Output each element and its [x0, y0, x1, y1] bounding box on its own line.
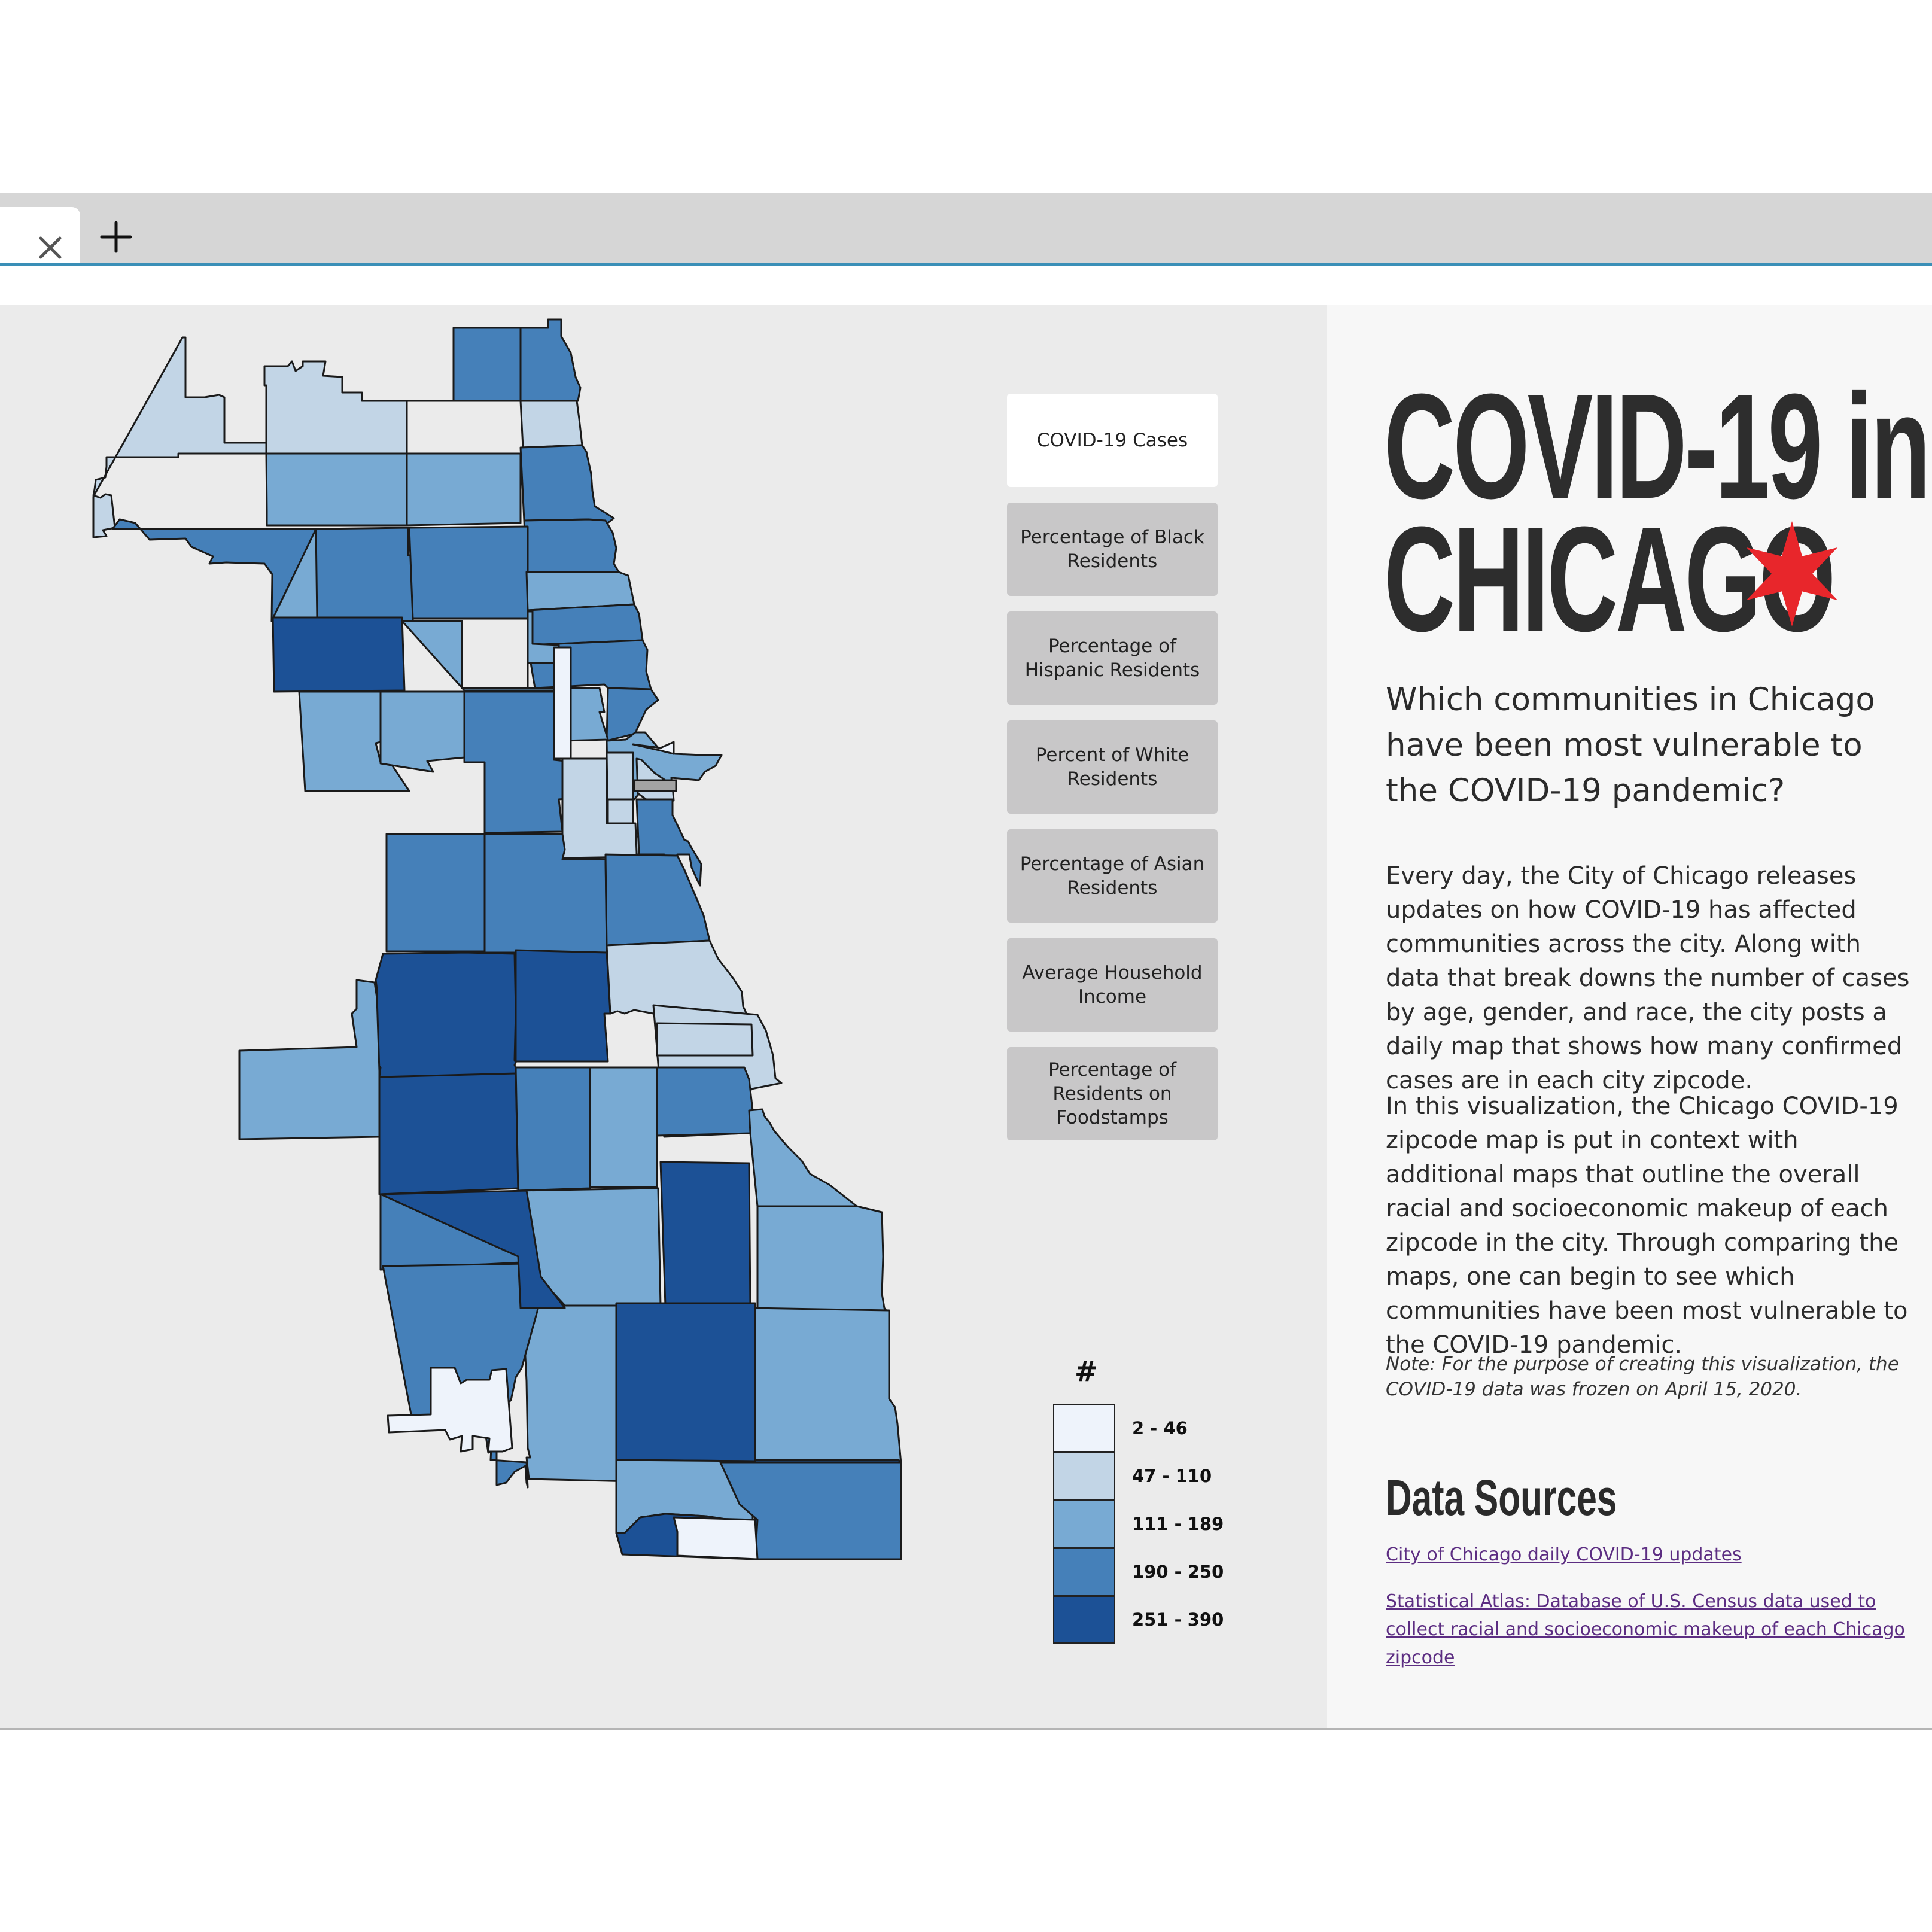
zipcode-area[interactable]: [756, 1205, 890, 1315]
zipcode-area[interactable]: [632, 741, 675, 755]
zipcode-area[interactable]: [659, 1161, 751, 1309]
zipcode-area[interactable]: [515, 949, 611, 1063]
page-title: COVID-19 in CHICAGO: [1384, 372, 1931, 654]
zipcode-area[interactable]: [553, 646, 572, 760]
zipcode-area[interactable]: [656, 1066, 754, 1137]
zipcode-area[interactable]: [519, 444, 615, 528]
page-viewport: COVID-19 Cases Percentage of Black Resid…: [0, 305, 1932, 1730]
source-link-city-of-chicago[interactable]: City of Chicago daily COVID-19 updates: [1386, 1544, 1742, 1565]
zipcode-area[interactable]: [263, 360, 408, 455]
zipcode-area[interactable]: [519, 400, 583, 449]
zipcode-area[interactable]: [561, 757, 638, 859]
zipcode-area-no-data[interactable]: [633, 779, 677, 792]
map-legend: # 2 - 46 47 - 110 111 - 189 190 - 250 25…: [1041, 1355, 1239, 1666]
zipcode-area[interactable]: [382, 1262, 540, 1489]
browser-tab-strip: [0, 193, 1932, 266]
layer-button-hispanic-residents[interactable]: Percentage of Hispanic Residents: [1007, 611, 1218, 705]
zipcode-area[interactable]: [265, 452, 408, 527]
zipcode-area[interactable]: [379, 1189, 566, 1309]
layer-button-asian-residents[interactable]: Percentage of Asian Residents: [1007, 829, 1218, 923]
chicago-star-icon: [1746, 521, 1838, 626]
zipcode-area[interactable]: [483, 833, 608, 954]
zipcode-area[interactable]: [525, 571, 635, 611]
title-line-1: COVID-19 in: [1384, 363, 1931, 530]
layer-button-household-income[interactable]: Average Household Income: [1007, 938, 1218, 1032]
zipcode-area[interactable]: [673, 1516, 759, 1560]
legend-label-1: 2 - 46: [1132, 1418, 1188, 1438]
zipcode-area[interactable]: [606, 687, 659, 742]
zipcode-area[interactable]: [408, 525, 529, 620]
layer-button-covid-cases[interactable]: COVID-19 Cases: [1007, 394, 1218, 487]
legend-label-4: 190 - 250: [1132, 1562, 1224, 1582]
zipcode-area[interactable]: [523, 518, 620, 573]
browser-tab[interactable]: [0, 207, 80, 263]
data-note: Note: For the purpose of creating this v…: [1386, 1353, 1899, 1400]
zipcode-area[interactable]: [656, 1022, 754, 1057]
method-paragraph: In this visualization, the Chicago COVID…: [1386, 1093, 1908, 1359]
zipcode-area[interactable]: [750, 1307, 902, 1465]
zipcode-area[interactable]: [367, 951, 517, 1078]
zipcode-area[interactable]: [615, 1302, 756, 1462]
legend-title: #: [1075, 1355, 1098, 1388]
zipcode-area[interactable]: [387, 1367, 513, 1453]
zipcode-area[interactable]: [748, 1108, 858, 1207]
data-sources-heading: Data Sources: [1386, 1469, 1617, 1526]
legend-label-3: 111 - 189: [1132, 1514, 1224, 1534]
legend-swatch-5: [1053, 1596, 1115, 1644]
title-line-2: CHICAGO: [1384, 495, 1836, 662]
zipcode-area[interactable]: [385, 833, 486, 953]
plus-icon[interactable]: [98, 219, 134, 255]
legend-swatch-1: [1053, 1404, 1115, 1452]
zipcode-area[interactable]: [463, 690, 572, 834]
zipcode-area[interactable]: [406, 327, 522, 402]
subtitle: Which communities in Chicago have been m…: [1386, 681, 1875, 809]
legend-swatch-3: [1053, 1500, 1115, 1548]
map-panel: COVID-19 Cases Percentage of Black Resid…: [0, 305, 1327, 1728]
zipcode-area[interactable]: [238, 979, 381, 1140]
legend-label-5: 251 - 390: [1132, 1610, 1224, 1630]
source-link-statistical-atlas[interactable]: Statistical Atlas: Database of U.S. Cens…: [1386, 1591, 1905, 1668]
layer-button-foodstamps[interactable]: Percentage of Residents on Foodstamps: [1007, 1047, 1218, 1140]
layer-button-black-residents[interactable]: Percentage of Black Residents: [1007, 503, 1218, 596]
zipcode-area[interactable]: [406, 452, 522, 527]
chicago-zipcode-map[interactable]: [0, 305, 933, 1728]
legend-swatch-4: [1053, 1548, 1115, 1596]
legend-swatch-2: [1053, 1452, 1115, 1500]
info-panel: COVID-19 in CHICAGO Which communities in…: [1327, 305, 1932, 1728]
layer-button-white-residents[interactable]: Percent of White Residents: [1007, 720, 1218, 814]
zipcode-area[interactable]: [378, 1072, 519, 1195]
zipcode-area[interactable]: [527, 603, 644, 646]
zipcode-area[interactable]: [519, 318, 582, 402]
zipcode-area[interactable]: [272, 616, 406, 693]
zipcode-area[interactable]: [515, 1066, 591, 1192]
zipcode-area[interactable]: [111, 518, 415, 622]
zipcode-area[interactable]: [589, 1066, 658, 1188]
close-icon[interactable]: [35, 232, 66, 263]
legend-label-2: 47 - 110: [1132, 1466, 1212, 1486]
intro-paragraph: Every day, the City of Chicago releases …: [1386, 862, 1910, 1094]
zipcode-area[interactable]: [92, 336, 267, 538]
zipcode-area[interactable]: [379, 690, 465, 773]
